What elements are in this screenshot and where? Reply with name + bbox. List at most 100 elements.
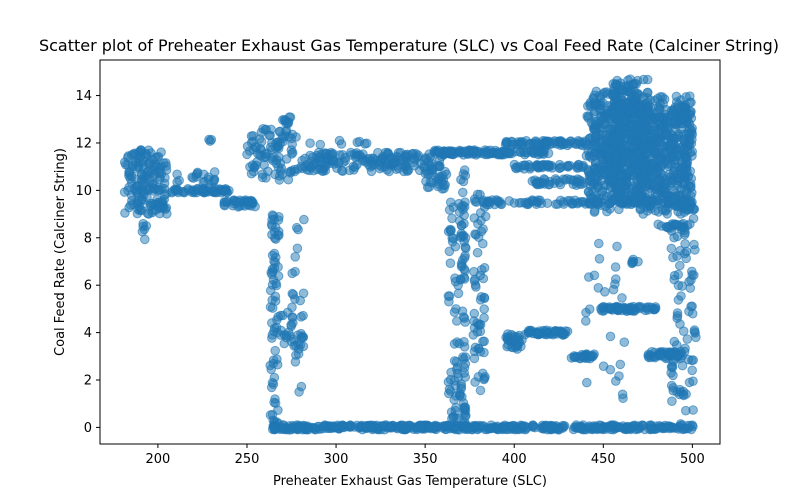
data-point [256, 137, 267, 147]
data-point [126, 178, 137, 188]
data-point [595, 151, 606, 162]
data-point [277, 423, 288, 434]
data-point [446, 225, 456, 235]
data-point [267, 295, 278, 305]
data-point [445, 146, 456, 156]
data-point [273, 162, 284, 172]
data-point [416, 420, 426, 431]
data-point [309, 423, 319, 434]
data-point [687, 146, 698, 157]
data-point [599, 167, 609, 177]
data-point [604, 114, 615, 124]
data-point [292, 243, 303, 254]
data-point [617, 194, 628, 204]
data-point [286, 336, 297, 347]
data-point [444, 384, 455, 395]
data-point [646, 424, 657, 434]
data-point [665, 144, 676, 155]
data-point [410, 154, 420, 165]
data-point [445, 374, 456, 385]
data-point [476, 226, 487, 237]
data-point [662, 118, 672, 128]
data-point [605, 331, 616, 342]
data-point [473, 372, 484, 382]
data-point [627, 121, 637, 131]
x-axis-label: Preheater Exhaust Gas Temperature (SLC) [273, 474, 547, 489]
data-point [592, 183, 603, 193]
data-point [459, 272, 469, 283]
data-point [663, 131, 673, 141]
data-point [493, 149, 503, 160]
data-point [600, 201, 611, 212]
data-point [602, 134, 613, 144]
data-point [125, 200, 136, 210]
data-point [681, 389, 691, 399]
data-point [569, 352, 579, 363]
data-point [403, 165, 414, 175]
data-point [456, 381, 467, 392]
data-point [219, 199, 229, 210]
data-point [478, 238, 488, 249]
data-point [555, 195, 566, 206]
data-point [334, 135, 345, 146]
data-point [593, 283, 604, 293]
data-point [373, 147, 383, 158]
data-point [393, 148, 404, 158]
data-point [366, 421, 376, 432]
data-point [404, 421, 415, 431]
data-point [583, 146, 594, 156]
data-point [485, 423, 496, 434]
data-point [236, 200, 247, 211]
data-point [469, 213, 480, 223]
data-point [433, 145, 444, 156]
data-point [138, 185, 149, 196]
data-point [655, 99, 665, 109]
data-point [610, 262, 621, 272]
data-point [137, 226, 148, 237]
data-point [269, 397, 279, 408]
data-point [482, 149, 493, 160]
data-point [475, 385, 486, 396]
x-tick-label: 400 [502, 452, 527, 467]
data-point [459, 402, 470, 413]
data-point [385, 422, 395, 433]
data-point [305, 150, 315, 161]
data-point [272, 354, 282, 365]
data-point [639, 167, 649, 178]
data-point [450, 276, 461, 287]
data-point [424, 422, 435, 433]
data-point [140, 234, 150, 245]
data-point [607, 176, 618, 186]
data-point [299, 214, 309, 225]
data-point [682, 153, 692, 164]
data-point [543, 159, 553, 170]
y-axis: 0 2 4 6 8 10 12 14 [75, 89, 100, 436]
data-point [689, 325, 700, 335]
data-point [672, 340, 682, 350]
data-point [360, 139, 370, 149]
data-point [459, 165, 470, 175]
data-point [584, 272, 594, 282]
data-point [611, 164, 621, 175]
data-point [445, 258, 456, 269]
data-point [449, 356, 460, 366]
data-point [688, 376, 698, 387]
data-point [677, 224, 687, 235]
data-point [687, 355, 697, 366]
data-point [445, 197, 456, 208]
data-point [161, 161, 172, 171]
data-point [159, 178, 170, 189]
data-point [619, 129, 629, 139]
data-point [460, 146, 471, 157]
data-point [424, 168, 435, 179]
data-point [267, 250, 278, 261]
data-point [119, 187, 130, 197]
data-point [134, 195, 144, 206]
data-point [479, 263, 490, 273]
data-point [549, 136, 560, 146]
data-point [478, 336, 488, 347]
data-point [617, 84, 628, 94]
data-point [296, 333, 307, 344]
data-point [672, 313, 683, 324]
